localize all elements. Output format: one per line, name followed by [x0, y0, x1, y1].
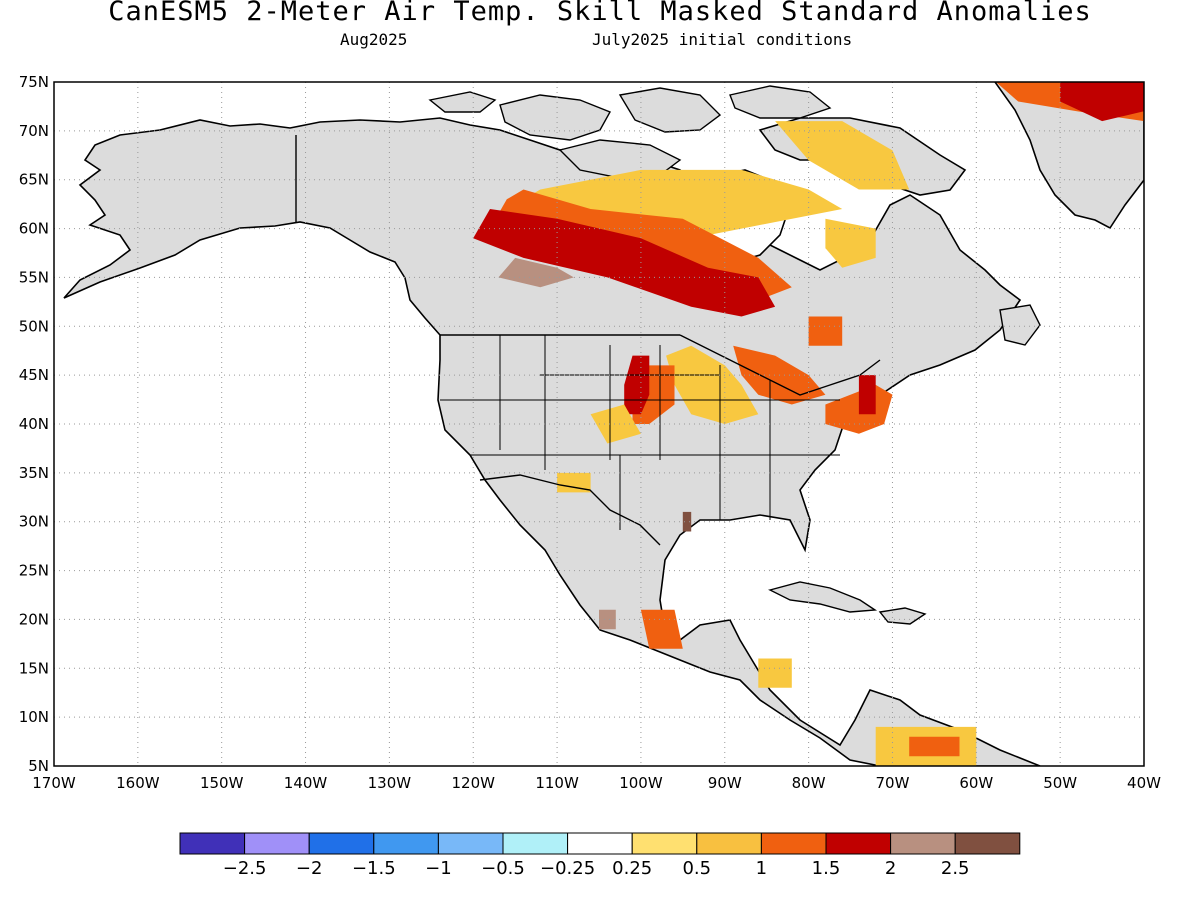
colorbar-swatch	[825, 832, 892, 855]
anomaly-region-19	[909, 736, 960, 757]
colorbar-swatch	[179, 832, 246, 855]
colorbar-swatch	[308, 832, 375, 855]
longitude-tick-label: 40W	[1127, 774, 1161, 792]
longitude-labels: 170W 160W 150W 140W 130W 120W 110W 100W 90W 80W 70…	[32, 774, 1161, 792]
longitude-tick-label: 110W	[535, 774, 579, 792]
anomaly-region-17	[590, 404, 641, 444]
anomaly-region-11	[825, 218, 876, 268]
colorbar-label: 0.25	[612, 858, 652, 879]
colorbar-swatch	[631, 832, 698, 855]
colorbar-swatch	[244, 832, 310, 855]
colorbar-swatch	[567, 832, 633, 855]
anomaly-region-22	[758, 658, 792, 688]
colorbar-label: −1	[425, 858, 452, 879]
latitude-tick-label: 5N	[28, 757, 49, 775]
valid-month-label: Aug2025	[340, 30, 408, 49]
colorbar: −2.5 −2 −1.5 −1 −0.5 −0.25 0.25 0.5 1 1.5 2 2.5	[179, 832, 1021, 879]
anomaly-region-3	[498, 257, 574, 288]
latitude-tick-label: 40N	[19, 415, 49, 433]
longitude-tick-label: 90W	[708, 774, 742, 792]
latitude-tick-label: 20N	[19, 610, 49, 628]
arctic-island-3	[729, 85, 832, 119]
longitude-tick-label: 120W	[451, 774, 495, 792]
longitude-tick-label: 160W	[116, 774, 160, 792]
colorbar-label: −2	[296, 858, 323, 879]
longitude-tick-label: 50W	[1043, 774, 1077, 792]
anomaly-region-4	[666, 345, 759, 424]
latitude-tick-label: 70N	[19, 122, 49, 140]
arctic-island-2	[618, 87, 722, 133]
page-title: CanESM5 2-Meter Air Temp. Skill Masked S…	[108, 0, 1092, 27]
anomaly-region-14	[1060, 82, 1144, 122]
anomaly-region-15	[640, 609, 683, 649]
newfoundland	[999, 304, 1041, 346]
longitude-tick-label: 80W	[792, 774, 826, 792]
initial-conditions-label: July2025 initial conditions	[592, 30, 853, 49]
anomaly-region-9	[858, 375, 876, 415]
colorbar-swatch	[890, 832, 956, 855]
hispaniola	[878, 607, 927, 625]
colorbar-label: −0.5	[481, 858, 525, 879]
colorbar-swatch	[502, 832, 569, 855]
colorbar-label: −2.5	[223, 858, 267, 879]
latitude-tick-label: 65N	[19, 171, 49, 189]
map-frame	[53, 81, 1145, 767]
colorbar-label: −0.25	[540, 858, 595, 879]
political-borders	[295, 135, 881, 546]
north-america-landmass	[63, 117, 1041, 766]
arctic-island-1	[499, 94, 611, 141]
us-canada-border-east	[679, 334, 881, 396]
longitude-tick-label: 170W	[32, 774, 76, 792]
longitude-tick-label: 100W	[619, 774, 663, 792]
latitude-tick-label: 50N	[19, 317, 49, 335]
latitude-tick-label: 25N	[19, 562, 49, 580]
victoria-island	[558, 139, 682, 179]
colorbar-swatch	[760, 832, 827, 855]
latitude-tick-label: 35N	[19, 464, 49, 482]
us-mexico-border	[479, 474, 661, 546]
latitude-tick-label: 45N	[19, 366, 49, 384]
anomaly-region-12	[775, 121, 910, 190]
latitude-tick-label: 55N	[19, 268, 49, 286]
anomaly-region-21	[682, 511, 692, 532]
latitude-tick-label: 75N	[19, 73, 49, 91]
latitude-labels: 75N 70N 65N 60N 55N 50N 45N 40N 35N 30N 25N 20N 15N 1…	[19, 73, 49, 775]
latitude-tick-label: 30N	[19, 513, 49, 531]
colorbar-label: 0.5	[682, 858, 711, 879]
longitude-tick-label: 150W	[200, 774, 244, 792]
latitude-tick-label: 60N	[19, 220, 49, 238]
colorbar-swatch	[373, 832, 439, 855]
colorbar-label: −1.5	[352, 858, 396, 879]
anomaly-region-10	[808, 316, 843, 346]
anomaly-region-2	[473, 209, 776, 317]
colorbar-label: 1	[756, 858, 767, 879]
arctic-island-4	[428, 91, 497, 113]
longitude-tick-label: 70W	[876, 774, 910, 792]
colorbar-swatch	[954, 832, 1021, 855]
longitude-tick-label: 140W	[284, 774, 328, 792]
colorbar-swatch	[696, 832, 762, 855]
latitude-tick-label: 10N	[19, 708, 49, 726]
cuba	[768, 581, 878, 613]
longitude-tick-label: 60W	[959, 774, 993, 792]
colorbar-label: 1.5	[812, 858, 841, 879]
anomaly-region-16	[557, 472, 591, 493]
anomaly-region-20	[599, 609, 616, 630]
map-gridlines	[54, 82, 1144, 766]
longitude-tick-label: 130W	[368, 774, 412, 792]
colorbar-swatch	[437, 832, 504, 855]
latitude-tick-label: 15N	[19, 659, 49, 677]
colorbar-label: 2	[885, 858, 896, 879]
colorbar-label: 2.5	[941, 858, 970, 879]
